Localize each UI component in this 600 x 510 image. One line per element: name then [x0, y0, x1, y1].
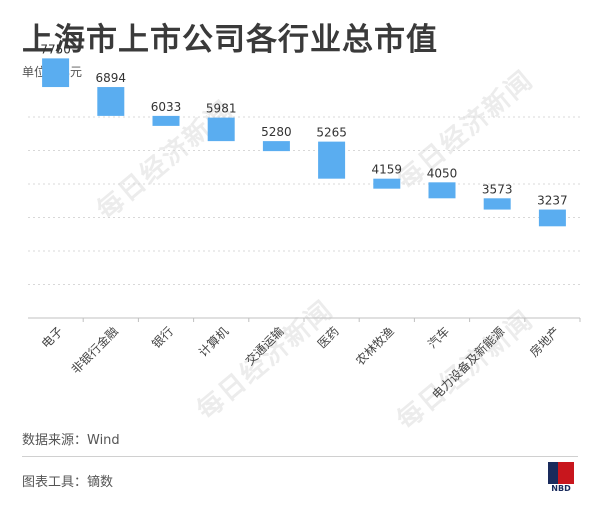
data-label: 6894 [96, 71, 127, 85]
data-label: 6033 [151, 100, 182, 114]
data-label: 4159 [372, 163, 403, 177]
divider [22, 456, 578, 457]
x-tick-label: 汽车 [425, 324, 453, 352]
bar [207, 117, 235, 142]
data-label: 5981 [206, 102, 237, 116]
bar [97, 87, 125, 116]
data-label: 4050 [427, 166, 458, 180]
data-label: 5280 [261, 125, 292, 139]
bar [262, 141, 290, 152]
bar [152, 115, 180, 126]
waterfall-chart: 7750 电子 6894 非银行金融 6033 银行 5981 计算机 5280 交通运输 5265… [28, 42, 581, 402]
bar [483, 198, 511, 210]
x-tick-label: 银行 [149, 324, 176, 351]
bar [42, 58, 70, 88]
data-label: 3573 [482, 182, 513, 196]
chart-tool: 图表工具：镝数 [22, 475, 114, 490]
bar [318, 141, 346, 179]
bar [538, 209, 566, 227]
data-label: 7750 [40, 42, 71, 56]
bar [428, 182, 456, 199]
x-tick-label: 非银行金融 [68, 324, 121, 377]
data-source: 数据来源：Wind [22, 433, 120, 448]
nbd-logo-text: NBD [551, 484, 571, 493]
bar [373, 178, 401, 189]
chart-title: 上海市上市公司各行业总市值 [22, 22, 438, 58]
data-label: 3237 [537, 194, 568, 208]
x-tick-label: 电子 [39, 324, 66, 351]
nbd-logo-mark [548, 462, 574, 484]
x-tick-label: 医药 [315, 324, 342, 351]
data-label: 5265 [316, 126, 347, 140]
x-tick-label: 计算机 [195, 324, 231, 360]
nbd-logo: NBD [548, 462, 574, 496]
x-tick-label: 交通运输 [242, 324, 287, 369]
x-tick-label: 农林牧渔 [353, 324, 397, 368]
x-tick-label: 房地产 [526, 324, 562, 360]
